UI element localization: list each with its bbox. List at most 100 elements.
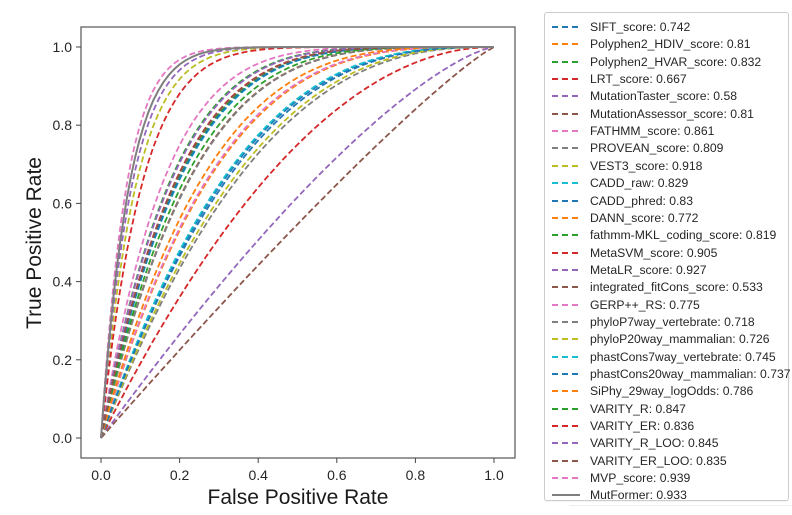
dashed-line-swatch-icon (552, 164, 580, 167)
y-tick-label: 1.0 (53, 39, 73, 55)
legend-item: VARITY_ER: 0.836 (545, 417, 694, 435)
dashed-line-swatch-icon (552, 268, 580, 271)
legend-label: VEST3_score: 0.918 (590, 158, 703, 173)
y-tick-label: 0.6 (53, 195, 73, 211)
legend-item: DANN_score: 0.772 (545, 209, 698, 227)
dashed-line-swatch-icon (552, 442, 580, 445)
legend-label: fathmm-MKL_coding_score: 0.819 (590, 228, 777, 243)
legend-label: DANN_score: 0.772 (590, 210, 699, 225)
legend-label: Polyphen2_HVAR_score: 0.832 (590, 54, 762, 69)
dashed-line-swatch-icon (552, 390, 580, 393)
curves-group (100, 46, 495, 439)
legend-item: phyloP7way_vertebrate: 0.718 (545, 313, 755, 331)
dashed-line-swatch-icon (552, 78, 580, 81)
divider (569, 505, 792, 506)
roc-curve-phastcons20way-mammalian (100, 46, 494, 439)
dashed-line-swatch-icon (552, 147, 580, 150)
plot-frame (80, 26, 516, 459)
legend-item: VARITY_R: 0.847 (545, 400, 686, 418)
legend-label: VARITY_ER_LOO: 0.835 (590, 453, 727, 468)
dashed-line-swatch-icon (552, 26, 580, 28)
dashed-line-swatch-icon (552, 95, 580, 98)
legend-item: MutationAssessor_score: 0.81 (545, 105, 754, 123)
dashed-line-swatch-icon (552, 216, 580, 219)
dashed-line-swatch-icon (552, 320, 580, 323)
legend-item: phyloP20way_mammalian: 0.726 (545, 330, 770, 348)
dashed-line-swatch-icon (552, 477, 580, 480)
dashed-line-swatch-icon (552, 60, 580, 63)
dashed-line-swatch-icon (552, 43, 580, 46)
x-tick-label: 0.8 (406, 467, 426, 483)
roc-curve-phylop20way-mammalian (100, 46, 494, 439)
roc-curve-siphy-29way-logodds (100, 46, 494, 439)
dashed-line-swatch-icon (552, 303, 580, 306)
legend-label: SiPhy_29way_logOdds: 0.786 (590, 384, 754, 399)
roc-curve-mutformer (100, 46, 494, 439)
legend-label: VARITY_R_LOO: 0.845 (590, 436, 719, 451)
legend-item: MVP_score: 0.939 (545, 469, 690, 487)
legend-label: phyloP20way_mammalian: 0.726 (590, 332, 770, 347)
dashed-line-swatch-icon (552, 234, 580, 237)
legend-item: MutFormer: 0.933 (545, 486, 687, 504)
legend-label: integrated_fitCons_score: 0.533 (590, 280, 763, 295)
legend-label: FATHMM_score: 0.861 (590, 124, 715, 139)
dashed-line-swatch-icon (552, 251, 580, 254)
dashed-line-swatch-icon (552, 459, 580, 462)
legend-label: phyloP7way_vertebrate: 0.718 (590, 314, 755, 329)
legend-label: CADD_phred: 0.83 (590, 193, 693, 208)
y-tick-label: 0.4 (53, 274, 73, 290)
legend-item: fathmm-MKL_coding_score: 0.819 (545, 226, 776, 244)
legend-item: MetaSVM_score: 0.905 (545, 244, 717, 262)
y-tick-label: 0.2 (53, 352, 73, 368)
y-tick-label: 0.8 (53, 117, 73, 133)
legend-item: MutationTaster_score: 0.58 (545, 87, 737, 105)
legend-label: MutationAssessor_score: 0.81 (590, 106, 754, 121)
dashed-line-swatch-icon (552, 373, 580, 375)
dashed-line-swatch-icon (552, 182, 580, 185)
dashed-line-swatch-icon (552, 338, 580, 341)
roc-curve-integrated-fitcons-score (100, 46, 495, 439)
legend-item: LRT_score: 0.667 (545, 70, 687, 88)
legend-item: VARITY_ER_LOO: 0.835 (545, 452, 727, 470)
x-axis-ticks: 0.0 0.2 0.4 0.6 0.8 1.0 (91, 458, 504, 483)
y-axis-ticks: 0.0 0.2 0.4 0.6 0.8 1.0 (53, 39, 81, 446)
dashed-line-swatch-icon (552, 286, 580, 289)
legend-item: SiPhy_29way_logOdds: 0.786 (545, 382, 753, 400)
dashed-line-swatch-icon (552, 199, 580, 202)
legend-label: MetaLR_score: 0.927 (590, 262, 707, 277)
legend-item: CADD_raw: 0.829 (545, 174, 688, 192)
roc-curve-mutationtaster-score (100, 46, 495, 439)
x-tick-label: 0.4 (248, 467, 268, 483)
legend-item: phastCons7way_vertebrate: 0.745 (545, 348, 776, 366)
roc-plot: 0.0 0.2 0.4 0.6 0.8 1.0 0.0 0.2 0.4 0.6 0.8 1.0 Fa… (23, 26, 516, 509)
x-tick-label: 1.0 (484, 467, 504, 483)
legend-item: FATHMM_score: 0.861 (545, 122, 714, 140)
dashed-line-swatch-icon (552, 355, 580, 358)
legend-label: GERP++_RS: 0.775 (590, 297, 700, 312)
legend-item: SIFT_score: 0.742 (545, 18, 690, 36)
legend-item: Polyphen2_HDIV_score: 0.81 (545, 35, 751, 53)
dashed-line-swatch-icon (552, 112, 580, 115)
x-tick-label: 0.0 (91, 467, 111, 483)
dashed-line-swatch-icon (552, 130, 580, 133)
legend-label: LRT_score: 0.667 (590, 72, 687, 87)
legend-item: MetaLR_score: 0.927 (545, 261, 707, 279)
y-axis-label: True Positive Rate (23, 157, 46, 329)
legend-label: VARITY_ER: 0.836 (590, 419, 695, 434)
legend-item: integrated_fitCons_score: 0.533 (545, 278, 763, 296)
legend-label: PROVEAN_score: 0.809 (590, 141, 724, 156)
legend-label: MutFormer: 0.933 (590, 488, 687, 503)
legend-item: phastCons20way_mammalian: 0.737 (545, 365, 791, 383)
legend-item: CADD_phred: 0.83 (545, 192, 693, 210)
dashed-line-swatch-icon (552, 425, 580, 428)
dashed-line-swatch-icon (552, 407, 580, 410)
legend-item: GERP++_RS: 0.775 (545, 296, 700, 314)
legend-label: MVP_score: 0.939 (590, 471, 691, 486)
legend-label: phastCons7way_vertebrate: 0.745 (590, 349, 776, 364)
roc-curve-gerp-rs (100, 46, 494, 439)
legend-label: Polyphen2_HDIV_score: 0.81 (590, 37, 751, 52)
legend-item: Polyphen2_HVAR_score: 0.832 (545, 53, 761, 71)
x-tick-label: 0.2 (170, 467, 190, 483)
legend-label: VARITY_R: 0.847 (590, 401, 686, 416)
legend-item: VARITY_R_LOO: 0.845 (545, 434, 718, 452)
